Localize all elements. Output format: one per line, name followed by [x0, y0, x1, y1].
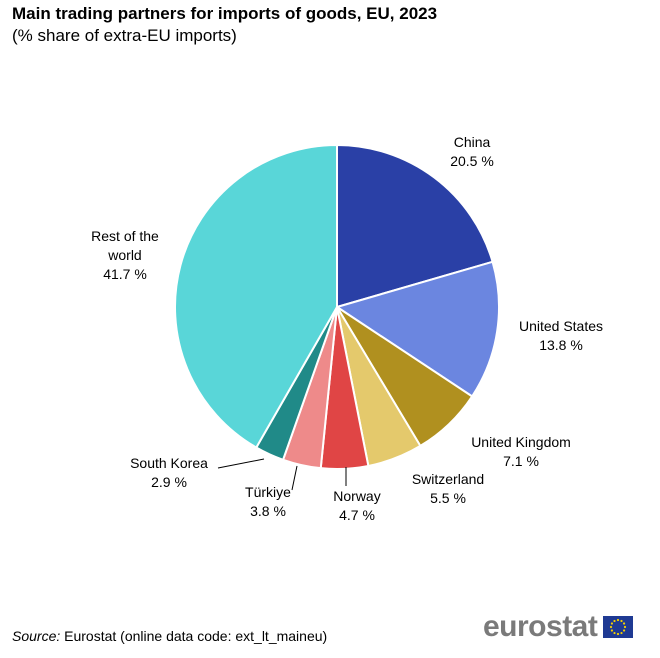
- leader-line-t-rkiye: [291, 465, 298, 491]
- source-label: Source:: [12, 628, 61, 644]
- eu-star-icon: [620, 631, 623, 635]
- slice-label-united-kingdom: United Kingdom 7.1 %: [471, 434, 571, 469]
- pie-slice-china: [336, 143, 494, 309]
- slice-label-south-korea: South Korea 2.9 %: [130, 455, 208, 490]
- pie-slice-united-states: [334, 260, 500, 398]
- eu-star-icon: [620, 619, 623, 623]
- eurostat-logo: eurostat: [483, 610, 634, 643]
- slice-name-rest-of-the-world: world: [107, 247, 141, 263]
- slice-value-china: 20.5 %: [450, 153, 494, 169]
- eu-star-icon: [617, 632, 620, 636]
- eu-star-icon: [624, 625, 627, 629]
- slice-value-south-korea: 2.9 %: [151, 474, 187, 490]
- eu-star-icon: [613, 631, 616, 635]
- eu-star-icon: [617, 618, 620, 622]
- slice-label-t-rkiye: Türkiye 3.8 %: [245, 484, 291, 519]
- eu-flag-icon: [603, 616, 634, 638]
- pie-slice-rest-of-the-world: [174, 143, 338, 449]
- slice-name-t-rkiye: Türkiye: [245, 484, 291, 500]
- slice-label-united-states: United States 13.8 %: [519, 318, 603, 353]
- slice-value-norway: 4.7 %: [339, 507, 375, 523]
- slice-value-switzerland: 5.5 %: [430, 490, 466, 506]
- slice-label-china: China 20.5 %: [450, 134, 494, 169]
- slice-value-united-kingdom: 7.1 %: [503, 453, 539, 469]
- leader-line-south-korea: [217, 458, 265, 469]
- eu-star-icon: [623, 622, 626, 625]
- pie-chart: China 20.5 % United States 13.8 % United Kin…: [91, 134, 603, 523]
- eu-star-icon: [610, 625, 613, 629]
- eu-star-icon: [611, 629, 614, 632]
- slice-name-united-states: United States: [519, 318, 603, 334]
- slice-name-switzerland: Switzerland: [412, 471, 484, 487]
- source-note: Source: Eurostat (online data code: ext_…: [12, 628, 327, 644]
- slice-value-rest-of-the-world: 41.7 %: [103, 266, 147, 282]
- slice-value-t-rkiye: 3.8 %: [250, 503, 286, 519]
- slice-name-rest-of-the-world: Rest of the: [91, 228, 159, 244]
- slice-label-norway: Norway 4.7 %: [333, 488, 380, 523]
- eu-star-icon: [611, 622, 614, 625]
- slice-name-south-korea: South Korea: [130, 455, 208, 471]
- slice-value-united-states: 13.8 %: [539, 337, 583, 353]
- slice-label-rest-of-the-world: Rest of the world 41.7 %: [91, 228, 159, 282]
- chart-title: Main trading partners for imports of goo…: [12, 4, 438, 23]
- slice-name-norway: Norway: [333, 488, 380, 504]
- eu-star-icon: [623, 629, 626, 632]
- eurostat-logo-text: eurostat: [483, 610, 598, 643]
- eu-star-icon: [613, 619, 616, 623]
- slice-name-united-kingdom: United Kingdom: [471, 434, 571, 450]
- slice-name-china: China: [454, 134, 491, 150]
- source-text: Eurostat (online data code: ext_lt_maine…: [64, 628, 328, 644]
- slice-label-switzerland: Switzerland 5.5 %: [412, 471, 484, 506]
- chart-subtitle: (% share of extra-EU imports): [12, 26, 237, 45]
